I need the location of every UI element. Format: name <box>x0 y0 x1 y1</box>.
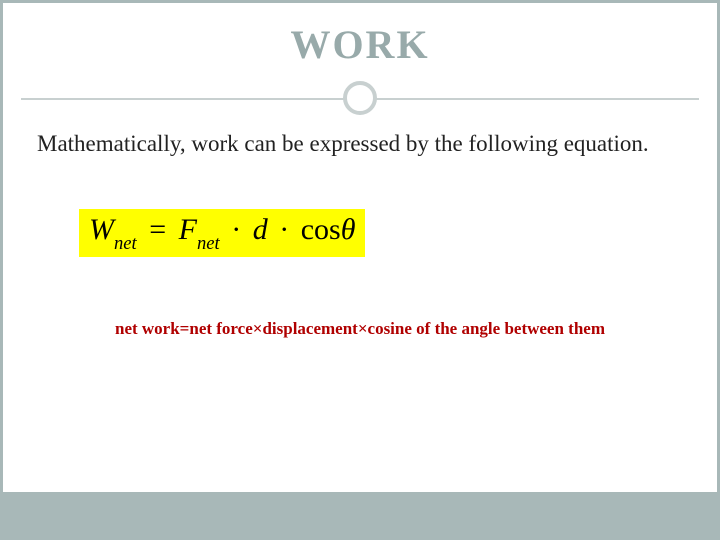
title-divider <box>3 80 717 116</box>
slide: WORK Mathematically, work can be express… <box>0 0 720 540</box>
eq-theta: θ <box>341 213 356 246</box>
equation-caption: net work=net force×displacement×cosine o… <box>115 319 605 338</box>
body-area: Mathematically, work can be expressed by… <box>3 116 717 339</box>
eq-lhs-sub: net <box>114 233 137 254</box>
equation-row: Wnet = Fnet · d · cosθ <box>37 209 683 257</box>
eq-dot2: · <box>275 213 293 246</box>
eq-rhs-var1: F <box>179 213 197 246</box>
divider-circle-icon <box>343 81 377 115</box>
eq-equals: = <box>144 213 171 246</box>
eq-rhs-sub1: net <box>197 233 220 254</box>
equation-box: Wnet = Fnet · d · cosθ <box>79 209 365 257</box>
title-area: WORK <box>3 3 717 116</box>
eq-lhs-var: W <box>89 213 114 246</box>
intro-text: Mathematically, work can be expressed by… <box>37 130 683 159</box>
eq-rhs-var2: d <box>253 213 268 246</box>
eq-cos: cos <box>301 213 341 246</box>
caption-row: net work=net force×displacement×cosine o… <box>37 319 683 339</box>
slide-title: WORK <box>3 21 717 68</box>
eq-dot1: · <box>227 213 245 246</box>
